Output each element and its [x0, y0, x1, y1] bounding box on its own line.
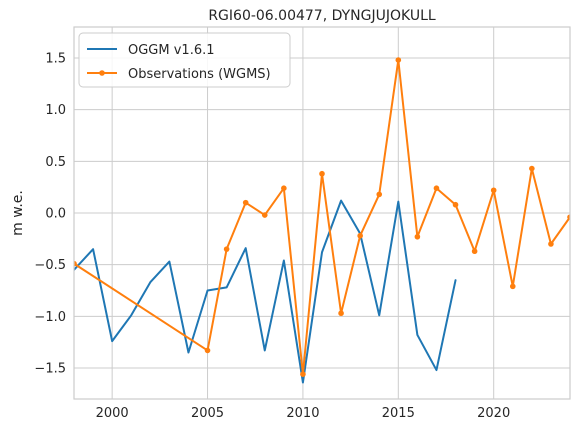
legend-box	[78, 32, 291, 88]
data-point	[261, 212, 268, 218]
data-point	[414, 233, 421, 240]
x-tick-label: 2000	[96, 406, 129, 421]
plot-frame	[73, 26, 571, 400]
data-point	[548, 241, 554, 247]
data-point	[490, 187, 497, 194]
data-point	[357, 232, 363, 239]
y-tick-label: 1.0	[45, 103, 66, 118]
legend: OGGM v1.6.1 Observations (WGMS)	[78, 32, 291, 88]
x-tick-label: 2015	[382, 406, 415, 421]
series-layer	[74, 57, 570, 384]
chart-title: RGI60-06.00477, DYNGJUJOKULL	[208, 8, 436, 24]
data-point	[452, 201, 459, 208]
data-point	[281, 185, 287, 191]
data-point	[74, 260, 77, 267]
x-tick-label: 2020	[477, 406, 510, 421]
data-point	[509, 283, 516, 290]
data-point	[319, 170, 325, 177]
data-point	[471, 248, 478, 255]
grid	[74, 27, 570, 399]
data-point	[376, 191, 383, 198]
y-tick-label: 1.5	[45, 52, 66, 67]
data-point	[567, 214, 570, 220]
legend-marker-wgms	[99, 70, 105, 76]
series-wgms	[74, 57, 570, 378]
y-axis-label: m w.e.	[10, 190, 26, 236]
y-tick-label: −0.5	[34, 258, 66, 273]
y-tick-label: −1.0	[34, 310, 66, 325]
data-point	[338, 310, 344, 317]
data-point	[223, 246, 230, 252]
x-tick-label: 2010	[286, 406, 319, 421]
axes-frame	[73, 26, 571, 400]
legend-label-oggm: OGGM v1.6.1	[128, 43, 215, 58]
y-tick-label: −1.5	[34, 362, 66, 377]
x-tick-label: 2005	[191, 406, 224, 421]
data-point	[395, 57, 402, 63]
data-point	[529, 165, 535, 172]
y-tick-label: 0.0	[45, 207, 66, 222]
data-point	[300, 371, 306, 378]
legend-label-wgms: Observations (WGMS)	[128, 67, 271, 82]
y-tick-label: 0.5	[45, 155, 66, 170]
data-point	[433, 185, 440, 191]
data-point	[204, 347, 211, 354]
data-point	[242, 199, 249, 206]
tick-labels: 2000 2005 2010 2015 2020 −1.5 −1.0 −0.5 0.0 0.5 1.…	[34, 52, 510, 422]
